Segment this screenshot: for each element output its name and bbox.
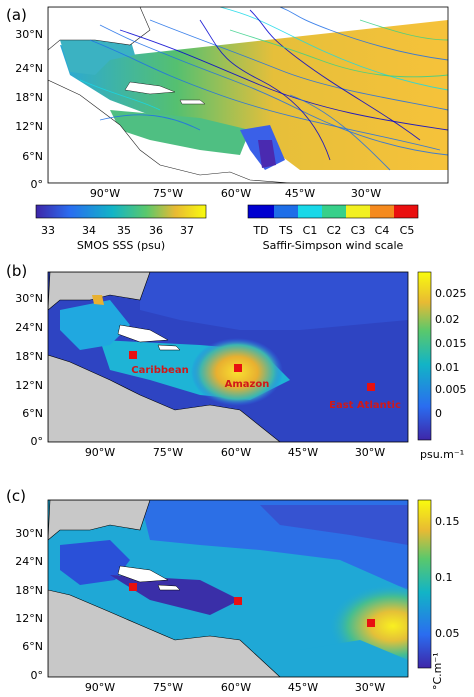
wind-swatch-c5 xyxy=(394,205,418,218)
wind-tick: TD xyxy=(252,224,268,237)
x-tick: 30°W xyxy=(355,681,385,694)
x-tick: 60°W xyxy=(221,187,251,200)
marker-east-atlantic xyxy=(367,383,375,391)
colorbar-tick: 0.15 xyxy=(435,515,460,528)
panel-label: (c) xyxy=(6,487,26,505)
gradient-map-c xyxy=(48,500,408,677)
colorbar-unit: psu.m⁻¹ xyxy=(420,448,464,461)
panel-a: (a) xyxy=(6,6,449,252)
region-markers xyxy=(129,583,375,627)
wind-scale-colorbar: TD TS C1 C2 C3 C4 C5 Saffir-Simpson wind… xyxy=(247,204,419,252)
colorbar-tick: 0.1 xyxy=(435,571,453,584)
colorbar-tick: 35 xyxy=(117,224,131,237)
y-tick: 12°N xyxy=(15,612,43,625)
x-tick: 90°W xyxy=(85,681,115,694)
colorbar-unit: °C.m⁻¹ xyxy=(431,652,444,690)
y-tick: 30°N xyxy=(15,28,43,41)
sss-colorbar: 33 34 35 36 37 SMOS SSS (psu) xyxy=(35,204,207,252)
sss-map xyxy=(48,7,448,183)
panel-c: (c) 30°N 24°N 18°N 12°N 6°N 0° xyxy=(6,487,460,694)
colorbar-tick: 0 xyxy=(435,407,442,420)
colorbar-tick: 36 xyxy=(149,224,163,237)
wind-tick: C4 xyxy=(375,224,390,237)
panel-label: (a) xyxy=(6,6,27,24)
y-tick: 18°N xyxy=(15,350,43,363)
wind-tick: C5 xyxy=(400,224,415,237)
marker-amazon xyxy=(234,364,242,372)
colorbar-tick: 0.05 xyxy=(435,627,460,640)
y-tick: 24°N xyxy=(15,555,43,568)
gradient-map-b xyxy=(48,272,408,442)
colorbar-label: Saffir-Simpson wind scale xyxy=(263,239,404,252)
region-markers xyxy=(129,351,375,391)
y-tick: 18°N xyxy=(15,584,43,597)
colorbar-c: 0.15 0.1 0.05 °C.m⁻¹ xyxy=(417,499,460,690)
panel-label: (b) xyxy=(6,262,27,280)
x-tick: 45°W xyxy=(288,681,318,694)
x-tick: 90°W xyxy=(90,187,120,200)
marker-caribbean xyxy=(129,351,137,359)
wind-swatch-td xyxy=(248,205,274,218)
hurricane-tracks xyxy=(79,7,448,171)
y-tick: 30°N xyxy=(15,527,43,540)
x-tick: 75°W xyxy=(153,446,183,459)
colorbar-tick: 0.025 xyxy=(435,287,467,300)
wind-swatch-c1 xyxy=(298,205,322,218)
wind-swatch-c3 xyxy=(346,205,370,218)
region-label-caribbean: Caribbean xyxy=(131,365,188,376)
y-tick: 6°N xyxy=(22,640,43,653)
y-tick: 6°N xyxy=(22,407,43,420)
colorbar-tick: 37 xyxy=(180,224,194,237)
colorbar-tick: 0.005 xyxy=(435,383,467,396)
wind-tick: C3 xyxy=(351,224,366,237)
colorbar-label: SMOS SSS (psu) xyxy=(77,239,165,252)
x-tick: 30°W xyxy=(355,446,385,459)
x-tick: 75°W xyxy=(153,187,183,200)
marker-caribbean xyxy=(129,583,137,591)
panel-b: (b) Caribbean Amazon East Atlantic xyxy=(6,262,467,461)
region-label-east-atlantic: East Atlantic xyxy=(329,400,401,411)
y-tick: 18°N xyxy=(15,91,43,104)
y-tick: 24°N xyxy=(15,62,43,75)
x-tick: 60°W xyxy=(221,681,251,694)
wind-tick: C2 xyxy=(327,224,342,237)
wind-swatch-ts xyxy=(274,205,298,218)
colorbar-tick: 34 xyxy=(82,224,96,237)
marker-east-atlantic xyxy=(367,619,375,627)
wind-swatch-c4 xyxy=(370,205,394,218)
wind-swatch-c2 xyxy=(322,205,346,218)
y-tick: 0° xyxy=(31,178,44,191)
y-tick: 12°N xyxy=(15,379,43,392)
x-tick: 30°W xyxy=(351,187,381,200)
colorbar-tick: 0.015 xyxy=(435,337,467,350)
wind-tick: C1 xyxy=(303,224,318,237)
x-tick: 60°W xyxy=(221,446,251,459)
y-tick: 0° xyxy=(31,669,44,682)
y-tick: 24°N xyxy=(15,321,43,334)
x-tick: 75°W xyxy=(153,681,183,694)
marker-amazon xyxy=(234,597,242,605)
y-tick: 30°N xyxy=(15,292,43,305)
colorbar-tick: 0.01 xyxy=(435,361,460,374)
colorbar-b: 0.025 0.02 0.015 0.01 0.005 0 psu.m⁻¹ xyxy=(417,271,467,461)
x-tick: 45°W xyxy=(285,187,315,200)
y-tick: 0° xyxy=(31,435,44,448)
colorbar-tick: 33 xyxy=(41,224,55,237)
x-tick: 45°W xyxy=(288,446,318,459)
wind-tick: TS xyxy=(278,224,293,237)
colorbar-tick: 0.02 xyxy=(435,313,460,326)
x-tick: 90°W xyxy=(85,446,115,459)
y-tick: 6°N xyxy=(22,150,43,163)
region-label-amazon: Amazon xyxy=(225,379,270,390)
y-tick: 12°N xyxy=(15,120,43,133)
